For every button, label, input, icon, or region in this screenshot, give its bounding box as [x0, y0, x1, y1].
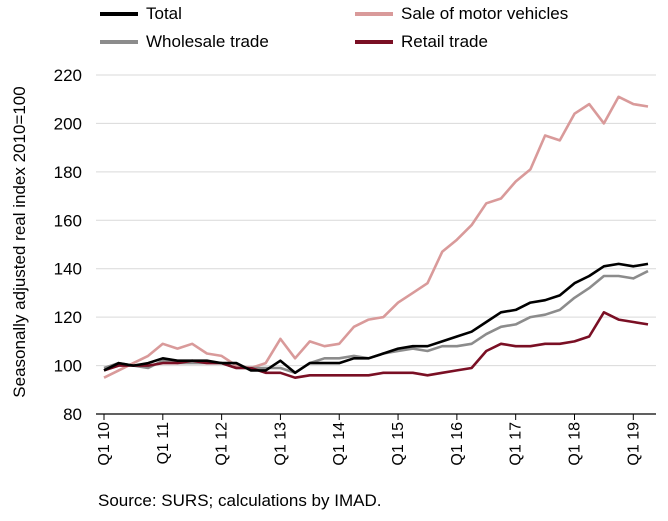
legend-item-sale-of-motor-vehicles: Sale of motor vehicles — [355, 4, 568, 24]
legend-item-wholesale-trade: Wholesale trade — [100, 32, 269, 52]
legend-item-retail-trade: Retail trade — [355, 32, 488, 52]
legend-swatch-total — [100, 12, 138, 16]
y-tick-label: 100 — [54, 357, 82, 376]
legend-label-total: Total — [146, 4, 182, 23]
source-note: Source: SURS; calculations by IMAD. — [98, 491, 382, 510]
legend-swatch-retail-trade — [355, 40, 393, 44]
y-tick-label: 160 — [54, 211, 82, 230]
y-axis-label: Seasonally adjusted real index 2010=100 — [10, 86, 29, 398]
series-lines — [103, 95, 649, 380]
series-line-sale-of-motor-vehicles — [103, 95, 649, 379]
legend-item-total: Total — [100, 4, 182, 24]
legend-swatch-wholesale-trade — [100, 40, 138, 44]
x-tick-label: Q1 16 — [449, 422, 466, 466]
y-tick-label: 120 — [54, 308, 82, 327]
y-tick-labels: 80 100 120 140 160 180 200 220 — [54, 66, 82, 424]
x-tick-label: Q1 12 — [214, 422, 231, 466]
x-tick-labels: Q1 10 Q1 11 Q1 12 Q1 13 Q1 14 Q1 15 Q1 16 Q1 17… — [96, 414, 642, 466]
x-tick-label: Q1 13 — [272, 422, 289, 466]
legend-label-sale-of-motor-vehicles: Sale of motor vehicles — [401, 4, 569, 23]
grid-lines — [96, 74, 656, 415]
x-tick-label: Q1 19 — [625, 422, 642, 466]
x-tick-label: Q1 11 — [155, 422, 172, 465]
y-tick-label: 220 — [54, 66, 82, 85]
x-tick-label: Q1 18 — [566, 422, 583, 466]
y-tick-label: 80 — [63, 405, 82, 424]
legend-swatch-sale-of-motor-vehicles — [355, 12, 393, 16]
x-tick-label: Q1 10 — [96, 422, 113, 466]
legend-label-retail-trade: Retail trade — [401, 32, 488, 51]
legend-label-wholesale-trade: Wholesale trade — [146, 32, 269, 51]
x-tick-label: Q1 15 — [390, 422, 407, 466]
series-line-wholesale-trade — [103, 269, 649, 375]
y-tick-label: 200 — [54, 114, 82, 133]
series-line-total — [103, 262, 649, 375]
x-tick-label: Q1 14 — [331, 422, 348, 466]
x-tick-label: Q1 17 — [508, 422, 525, 466]
y-tick-label: 180 — [54, 163, 82, 182]
y-tick-label: 140 — [54, 260, 82, 279]
